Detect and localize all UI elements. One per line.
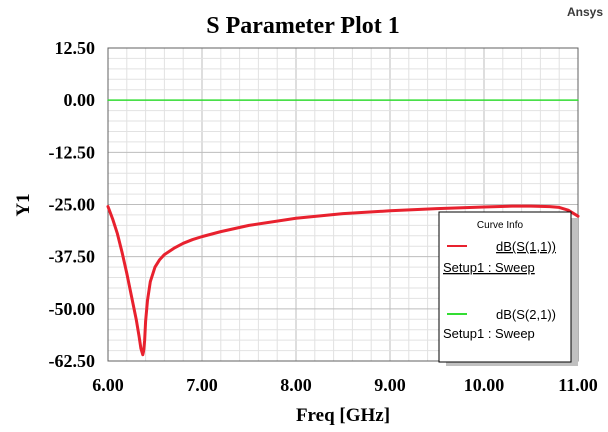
legend[interactable]: Curve Info dB(S(1,1)) Setup1 : Sweep dB(… — [438, 211, 578, 366]
x-tick-labels: 6.00 7.00 8.00 9.00 10.00 11.00 — [92, 375, 598, 395]
chart-title: S Parameter Plot 1 — [206, 13, 400, 39]
series-line-s11 — [106, 204, 580, 357]
y-tick-label: -25.00 — [49, 195, 96, 215]
series-layer — [106, 99, 580, 357]
y-axis-label: Y1 — [13, 193, 34, 216]
y-tick-labels: 12.50 0.00 -12.50 -25.00 -37.50 -50.00 -62.50 — [49, 38, 96, 371]
y-tick-label: -37.50 — [49, 247, 96, 267]
x-tick-label: 10.00 — [464, 375, 505, 395]
x-tick-label: 7.00 — [186, 375, 218, 395]
y-tick-label: 12.50 — [55, 38, 96, 58]
legend-label-s11: dB(S(1,1)) — [496, 239, 556, 254]
x-axis-label: Freq [GHz] — [296, 405, 390, 426]
y-tick-label: 0.00 — [64, 90, 96, 110]
x-tick-label: 11.00 — [558, 375, 598, 395]
legend-sublabel-s11: Setup1 : Sweep — [443, 260, 535, 275]
y-tick-label: -50.00 — [49, 299, 96, 319]
x-tick-label: 9.00 — [374, 375, 406, 395]
plot-border — [107, 47, 579, 362]
legend-title: Curve Info — [477, 220, 524, 231]
y-tick-label: -12.50 — [49, 142, 96, 162]
x-tick-label: 8.00 — [280, 375, 312, 395]
legend-box — [438, 211, 572, 363]
y-tick-label: -62.50 — [49, 351, 96, 371]
legend-sublabel-s21: Setup1 : Sweep — [443, 326, 535, 341]
x-tick-label: 6.00 — [92, 375, 124, 395]
brand-logo-text: Ansys — [567, 5, 603, 19]
legend-label-s21: dB(S(2,1)) — [496, 307, 556, 322]
